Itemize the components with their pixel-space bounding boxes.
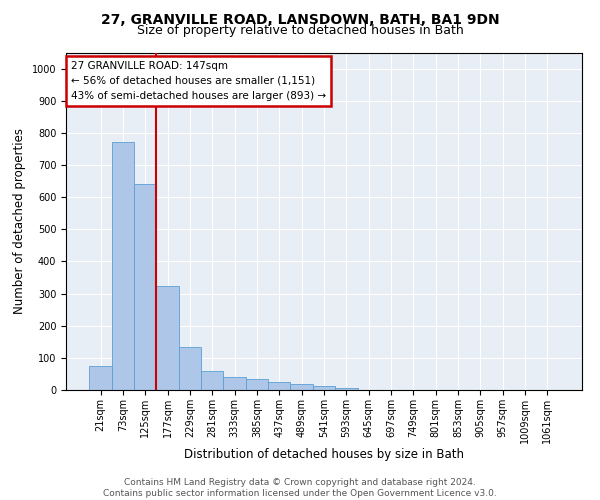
Y-axis label: Number of detached properties: Number of detached properties [13, 128, 26, 314]
Bar [246, 379, 268, 390]
Bar [179, 346, 201, 390]
Bar [335, 388, 358, 390]
Text: Size of property relative to detached houses in Bath: Size of property relative to detached ho… [137, 24, 463, 37]
Bar [290, 384, 313, 390]
Bar [223, 377, 246, 390]
Text: 27 GRANVILLE ROAD: 147sqm
← 56% of detached houses are smaller (1,151)
43% of se: 27 GRANVILLE ROAD: 147sqm ← 56% of detac… [71, 61, 326, 100]
Text: Contains HM Land Registry data © Crown copyright and database right 2024.
Contai: Contains HM Land Registry data © Crown c… [103, 478, 497, 498]
Bar [134, 184, 157, 390]
Bar [313, 386, 335, 390]
Bar [112, 142, 134, 390]
Text: 27, GRANVILLE ROAD, LANSDOWN, BATH, BA1 9DN: 27, GRANVILLE ROAD, LANSDOWN, BATH, BA1 … [101, 12, 499, 26]
Bar [268, 382, 290, 390]
Bar [89, 366, 112, 390]
Bar [201, 370, 223, 390]
Bar [157, 286, 179, 390]
X-axis label: Distribution of detached houses by size in Bath: Distribution of detached houses by size … [184, 448, 464, 462]
